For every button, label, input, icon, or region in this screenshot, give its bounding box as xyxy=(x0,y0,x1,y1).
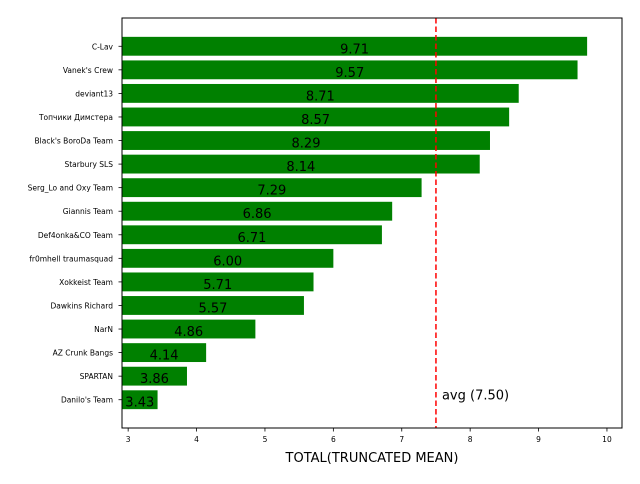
y-tick-label: Vanek's Crew xyxy=(63,66,113,75)
y-tick-label: C-Lav xyxy=(92,42,114,51)
bar-value-label: 6.86 xyxy=(243,207,272,222)
x-axis-label: TOTAL(TRUNCATED MEAN) xyxy=(285,451,459,466)
bar-value-label: 4.86 xyxy=(174,325,203,340)
x-tick-label: 7 xyxy=(399,435,404,444)
x-tick-label: 10 xyxy=(602,435,612,444)
y-tick-label: NarN xyxy=(94,325,113,334)
bar-value-label: 9.57 xyxy=(335,66,364,81)
bar xyxy=(122,343,207,363)
y-tick-label: SPARTAN xyxy=(80,372,113,381)
bar-value-label: 5.57 xyxy=(198,301,227,316)
plot-frame xyxy=(121,17,623,429)
bar xyxy=(122,154,480,174)
bar-value-label: 9.71 xyxy=(340,42,369,57)
bar-value-label: 8.14 xyxy=(286,160,315,175)
bar xyxy=(122,296,304,315)
x-tick-label: 3 xyxy=(126,435,131,444)
bar xyxy=(122,178,422,198)
y-tick-label: AZ Crunk Bangs xyxy=(53,349,113,358)
bar xyxy=(122,225,382,245)
bar-value-label: 3.86 xyxy=(140,372,169,387)
bar xyxy=(122,319,256,339)
y-tick-label: Starbury SLS xyxy=(64,160,113,169)
bar-value-label: 7.29 xyxy=(257,184,286,199)
bar xyxy=(122,60,578,80)
y-tick-label: Def4onka&CO Team xyxy=(38,231,113,240)
x-tick-label: 6 xyxy=(331,435,336,444)
x-tick-label: 8 xyxy=(468,435,473,444)
bar-value-label: 3.43 xyxy=(125,396,154,411)
x-tick-label: 9 xyxy=(536,435,541,444)
bar-value-label: 6.71 xyxy=(237,231,266,246)
bar xyxy=(122,366,187,386)
plot-area xyxy=(122,18,622,428)
x-tick-label: 4 xyxy=(194,435,199,444)
y-tick-label: Giannis Team xyxy=(63,207,113,216)
bar-value-label: 8.29 xyxy=(292,137,321,152)
bar xyxy=(122,83,519,103)
bar xyxy=(122,36,588,56)
bar xyxy=(122,201,393,221)
y-tick-label: deviant13 xyxy=(75,89,113,98)
bar xyxy=(122,248,334,268)
bar xyxy=(122,272,314,292)
y-tick-label: fr0mhell traumasquad xyxy=(29,254,113,263)
average-label: avg (7.50) xyxy=(442,389,509,404)
y-tick-label: Dawkins Richard xyxy=(51,301,114,310)
bar-value-label: 8.71 xyxy=(306,89,335,104)
bar-value-label: 8.57 xyxy=(301,113,330,128)
x-tick-label: 5 xyxy=(263,435,268,444)
y-tick-label: Danilo's Team xyxy=(61,396,113,405)
bar xyxy=(122,390,158,410)
bar-value-label: 4.14 xyxy=(150,349,179,364)
bar xyxy=(122,131,490,150)
bar-value-label: 5.71 xyxy=(203,278,232,293)
y-tick-label: Serg_Lo and Oxy Team xyxy=(28,184,113,193)
y-tick-label: Xokkeist Team xyxy=(59,278,113,287)
bar-value-label: 6.00 xyxy=(213,254,242,269)
y-tick-label: Топчики Димстера xyxy=(38,113,113,122)
y-tick-label: Black's BoroDa Team xyxy=(35,137,113,146)
bar xyxy=(122,107,510,127)
